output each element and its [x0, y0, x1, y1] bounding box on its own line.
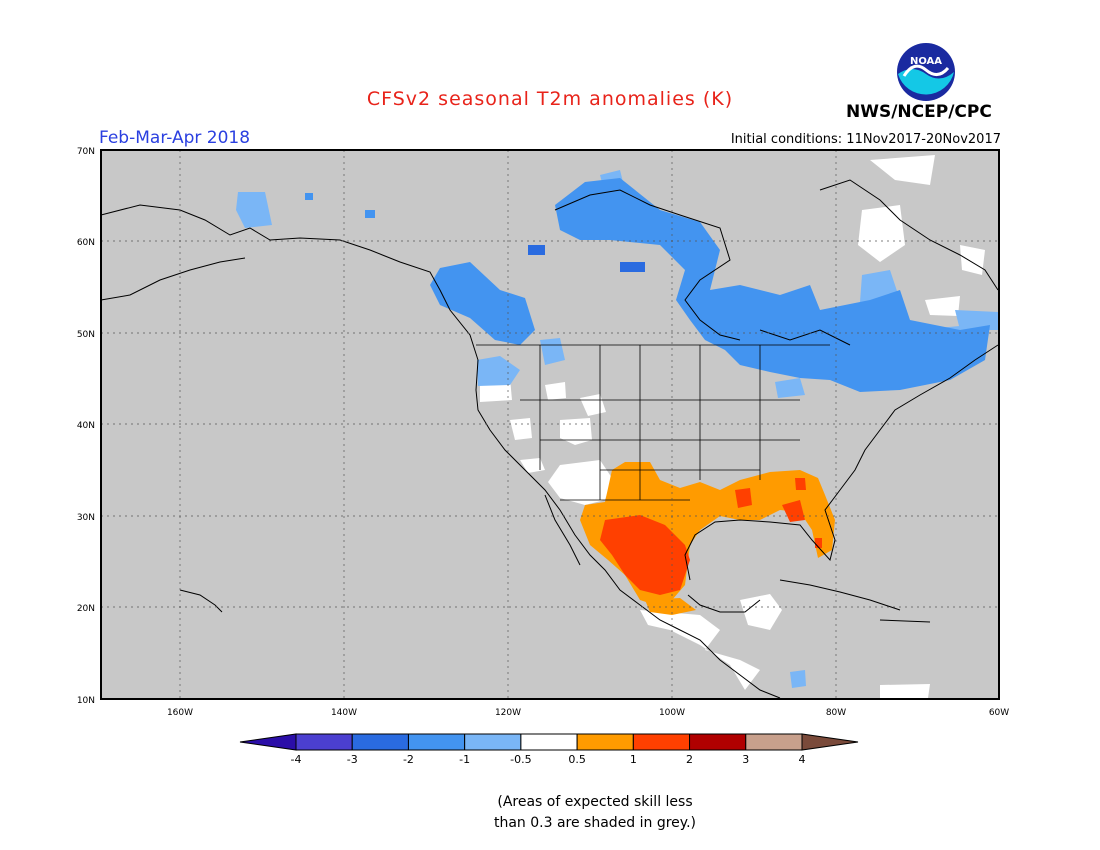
- anomaly-lightblue-areas: [236, 170, 998, 688]
- colorbar-segment: [689, 733, 747, 751]
- lon-label: 160W: [167, 708, 193, 718]
- colorbar-label: -2: [403, 753, 414, 766]
- coastlines: [100, 179, 999, 699]
- footnote-line: than 0.3 are shaded in grey.): [493, 815, 696, 831]
- colorbar-arrow-low: [239, 733, 297, 751]
- colorbar-label: 1: [630, 753, 637, 766]
- chart-title: CFSv2 seasonal T2m anomalies (K): [366, 88, 734, 110]
- logo-text: NOAA: [910, 56, 942, 67]
- lon-label: 140W: [331, 708, 357, 718]
- colorbar-label: 4: [799, 753, 806, 766]
- lon-axis: 160W 140W 120W 100W 80W 60W: [167, 708, 1009, 718]
- colorbar-segment: [407, 733, 466, 751]
- lat-label: 70N: [77, 147, 95, 157]
- anomaly-blue-areas: [305, 178, 990, 392]
- lat-label: 50N: [77, 330, 95, 340]
- anomaly-red-areas: [600, 478, 822, 595]
- colorbar-label: 0.5: [568, 753, 586, 766]
- colorbar-segment: [464, 733, 522, 751]
- colorbar-label: -0.5: [510, 753, 531, 766]
- colorbar-label: -3: [347, 753, 358, 766]
- noaa-logo-icon: NOAA: [897, 43, 955, 101]
- colorbar-segment: [745, 733, 803, 751]
- anomaly-darkblue-areas: [528, 245, 645, 272]
- forecast-period: Feb-Mar-Apr 2018: [99, 128, 251, 148]
- colorbar-label: 2: [686, 753, 693, 766]
- colorbar-label: 3: [742, 753, 749, 766]
- colorbar: -4 -3 -2 -1 -0.5 0.5 1 2 3 4: [239, 733, 859, 766]
- lon-label: 120W: [495, 708, 521, 718]
- state-borders: [476, 344, 830, 501]
- lat-label: 40N: [77, 421, 95, 431]
- initial-conditions: Initial conditions: 11Nov2017-20Nov2017: [730, 132, 1001, 147]
- lat-label: 20N: [77, 604, 95, 614]
- colorbar-label: -4: [291, 753, 302, 766]
- colorbar-segment: [576, 733, 634, 751]
- graticule: [101, 150, 999, 699]
- lat-label: 60N: [77, 238, 95, 248]
- colorbar-label: -1: [459, 753, 470, 766]
- colorbar-segment: [632, 733, 691, 751]
- lon-label: 60W: [989, 708, 1009, 718]
- footnote: (Areas of expected skill less than 0.3 a…: [0, 792, 1100, 834]
- anomaly-white-areas: [480, 155, 985, 698]
- colorbar-segment: [351, 733, 409, 751]
- colorbar-segment: [520, 733, 578, 751]
- agency-label: NWS/NCEP/CPC: [846, 102, 992, 122]
- anomaly-orange-areas: [580, 462, 835, 615]
- lat-axis: 70N 60N 50N 40N 30N 20N 10N: [77, 147, 95, 706]
- colorbar-segment: [295, 733, 353, 751]
- lat-label: 10N: [77, 696, 95, 706]
- lon-label: 80W: [826, 708, 846, 718]
- lon-label: 100W: [659, 708, 685, 718]
- lat-label: 30N: [77, 513, 95, 523]
- footnote-line: (Areas of expected skill less: [497, 794, 693, 810]
- colorbar-arrow-high: [801, 733, 859, 751]
- map-panel: [100, 149, 1000, 700]
